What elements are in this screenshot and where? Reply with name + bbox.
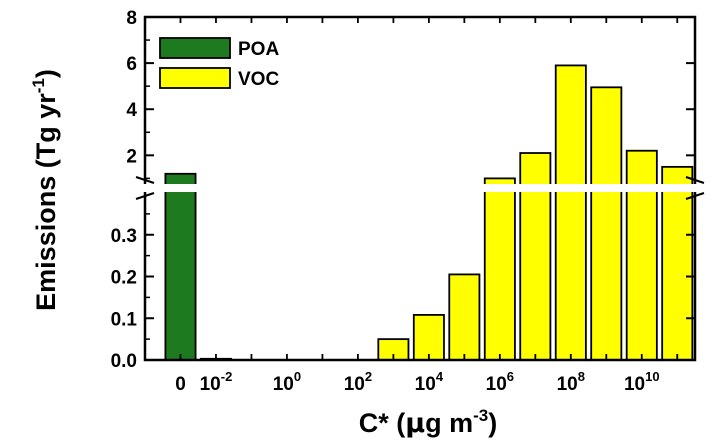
bar-voc-10^8 bbox=[554, 64, 587, 361]
axis-break-mark bbox=[685, 191, 705, 201]
y-tick-label: 2 bbox=[126, 146, 137, 167]
axis-break-mark bbox=[135, 191, 155, 201]
legend-swatch-voc bbox=[159, 67, 231, 89]
y-tick-label: 0.2 bbox=[111, 268, 137, 289]
plot-frame bbox=[125, 15, 715, 362]
y-tick-label: 0.1 bbox=[111, 309, 138, 330]
x-tick-label: 0 bbox=[175, 374, 186, 395]
bar-voc-10^10 bbox=[625, 149, 658, 361]
x-tick-label: 108 bbox=[557, 369, 585, 395]
legend-label-poa: POA bbox=[238, 39, 279, 60]
y-tick-label: 0.3 bbox=[111, 226, 137, 247]
bar-voc-10^6 bbox=[483, 177, 516, 361]
legend-label-voc: VOC bbox=[238, 69, 279, 90]
legend: POA VOC bbox=[159, 37, 279, 90]
y-axis-title-base: Emissions (Tg yr bbox=[31, 93, 61, 311]
y-tick-label: 6 bbox=[126, 54, 137, 75]
bar-voc-10^11 bbox=[661, 165, 694, 361]
x-tick-label: 106 bbox=[486, 369, 514, 395]
bars-layer bbox=[164, 64, 694, 361]
y-axis-title-close: ) bbox=[31, 69, 61, 78]
y-axis-title: Emissions (Tg yr-1) bbox=[29, 69, 61, 311]
axis-break-mark bbox=[685, 175, 705, 185]
y-axis-title-superscript: -1 bbox=[29, 78, 48, 93]
x-tick-label: 1010 bbox=[624, 369, 660, 395]
bar-voc-10^5 bbox=[448, 273, 481, 361]
x-axis-title-unit: g m bbox=[425, 408, 473, 438]
axis-break-gap bbox=[125, 184, 715, 192]
bar-voc-10^4 bbox=[412, 314, 445, 361]
x-tick-label: 100 bbox=[273, 369, 301, 395]
x-axis-title-mu: μ bbox=[405, 408, 425, 439]
y-tick-label: 8 bbox=[126, 8, 137, 29]
x-tick-label: 102 bbox=[344, 369, 372, 395]
x-tick-label: 10-2 bbox=[200, 369, 233, 395]
y-axis-ticks: 0.0 0.1 0.2 0.3 2 4 6 8 bbox=[111, 8, 695, 372]
x-axis-title-close: ) bbox=[488, 408, 497, 438]
bar-poa-0 bbox=[164, 172, 197, 361]
y-tick-label: 0.0 bbox=[111, 351, 137, 372]
x-axis-title-superscript: -3 bbox=[473, 406, 488, 425]
legend-swatch-poa bbox=[159, 37, 231, 59]
bar-voc-10^9 bbox=[590, 86, 623, 361]
x-axis-title: C* (μg m-3) bbox=[359, 406, 498, 439]
x-tick-label: 104 bbox=[415, 369, 444, 395]
y-tick-label: 4 bbox=[126, 100, 137, 121]
axis-break-mark bbox=[135, 175, 155, 185]
x-axis-ticks: 0 10-2 100 102 104 106 108 1010 bbox=[175, 17, 679, 395]
x-axis-title-base: C* ( bbox=[359, 408, 406, 438]
